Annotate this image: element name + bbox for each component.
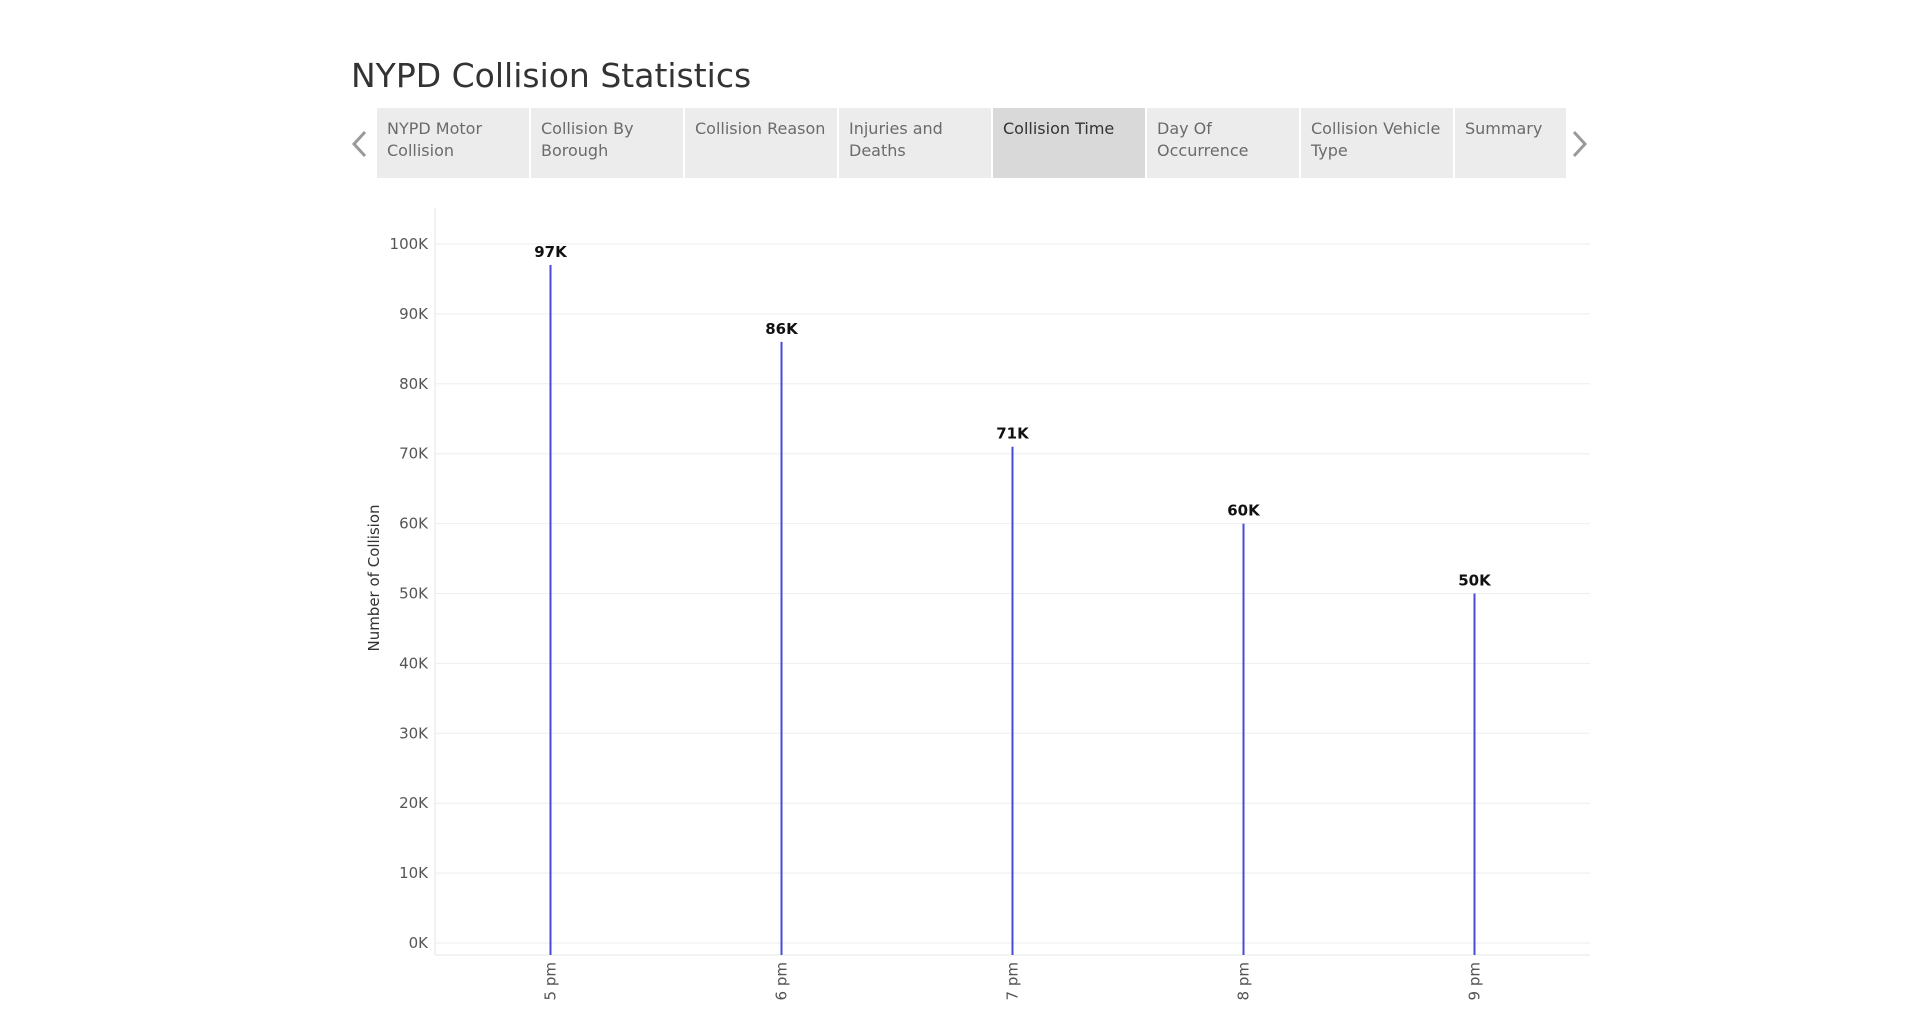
page-title: NYPD Collision Statistics: [351, 56, 752, 95]
tab-summary[interactable]: Summary: [1455, 108, 1566, 178]
y-tick-label: 50K: [399, 585, 429, 603]
y-tick-label: 30K: [399, 724, 429, 742]
data-label: 86K: [765, 320, 799, 338]
data-label: 50K: [1458, 572, 1492, 590]
story-tabs: NYPD Motor Collision Collision By Boroug…: [377, 108, 1566, 178]
y-tick-label: 20K: [399, 794, 429, 812]
data-label: 97K: [534, 243, 568, 261]
x-tick-label: 8 pm: [1235, 962, 1253, 1000]
y-tick-label: 70K: [399, 445, 429, 463]
y-tick-label: 60K: [399, 515, 429, 533]
y-tick-label: 10K: [399, 864, 429, 882]
x-tick-label: 9 pm: [1466, 962, 1484, 1000]
y-tick-label: 100K: [390, 235, 430, 253]
y-tick-label: 40K: [399, 654, 429, 672]
tab-nypd-motor-collision[interactable]: NYPD Motor Collision: [377, 108, 529, 178]
tab-day-of-occurrence[interactable]: Day Of Occurrence: [1147, 108, 1299, 178]
y-tick-label: 0K: [409, 934, 430, 952]
x-tick-label: 5 pm: [542, 962, 560, 1000]
y-tick-label: 90K: [399, 305, 429, 323]
data-label: 71K: [996, 425, 1030, 443]
tab-collision-time[interactable]: Collision Time: [993, 108, 1145, 178]
x-tick-label: 6 pm: [773, 962, 791, 1000]
tab-collision-reason[interactable]: Collision Reason: [685, 108, 837, 178]
tab-injuries-and-deaths[interactable]: Injuries and Deaths: [839, 108, 991, 178]
data-label: 60K: [1227, 502, 1261, 520]
chevron-right-icon[interactable]: [1567, 126, 1591, 162]
tab-collision-vehicle-type[interactable]: Collision Vehicle Type: [1301, 108, 1453, 178]
tab-collision-by-borough[interactable]: Collision By Borough: [531, 108, 683, 178]
chevron-left-icon[interactable]: [348, 126, 372, 162]
y-tick-label: 80K: [399, 375, 429, 393]
y-axis-label: Number of Collision: [365, 504, 383, 651]
x-tick-label: 7 pm: [1004, 962, 1022, 1000]
